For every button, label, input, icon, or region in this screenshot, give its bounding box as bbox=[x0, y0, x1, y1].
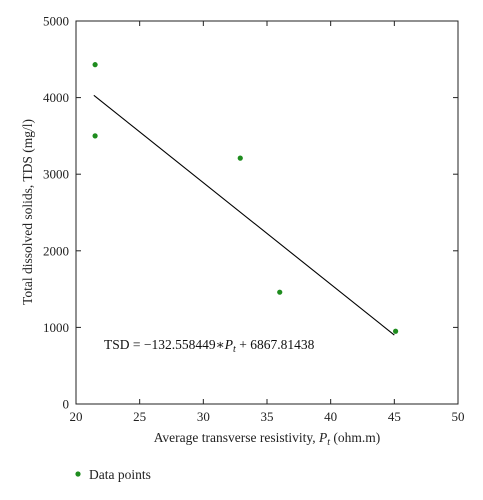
x-tick-label: 50 bbox=[452, 409, 465, 424]
data-point bbox=[237, 155, 243, 161]
y-tick-label: 0 bbox=[63, 397, 70, 412]
equation-subscript: t bbox=[233, 344, 236, 355]
legend-label: Data points bbox=[89, 467, 151, 482]
regression-line-group bbox=[93, 94, 395, 336]
data-point bbox=[92, 133, 98, 139]
y-tick-label: 2000 bbox=[43, 243, 69, 258]
data-point bbox=[92, 62, 98, 68]
fit-equation: TSD = −132.558449∗Pt + 6867.81438 bbox=[104, 337, 315, 355]
x-axis-label-symbol: P bbox=[318, 430, 327, 445]
x-axis-label-text: Average transverse resistivity, bbox=[154, 430, 319, 445]
y-tick-label: 1000 bbox=[43, 320, 69, 335]
y-axis-label: Total dissolved solids, TDS (mg/l) bbox=[20, 119, 35, 305]
x-tick-label: 35 bbox=[261, 409, 274, 424]
x-tick-label: 45 bbox=[388, 409, 401, 424]
x-axis-label: Average transverse resistivity, Pt (ohm.… bbox=[154, 430, 381, 448]
x-tick-label: 25 bbox=[133, 409, 146, 424]
data-point bbox=[393, 328, 399, 334]
y-tick-label: 5000 bbox=[43, 14, 69, 29]
data-points-group bbox=[92, 62, 399, 334]
x-tick-label: 20 bbox=[70, 409, 83, 424]
y-tick-label: 3000 bbox=[43, 167, 69, 182]
equation-prefix: TSD = −132.558449∗ bbox=[104, 337, 225, 352]
equation-symbol: P bbox=[224, 337, 233, 352]
equation-suffix: + 6867.81438 bbox=[236, 337, 315, 352]
legend-marker bbox=[75, 471, 81, 477]
data-point bbox=[277, 289, 283, 295]
regression-line bbox=[93, 94, 395, 336]
x-axis-label-unit: (ohm.m) bbox=[330, 430, 380, 445]
y-tick-label: 4000 bbox=[43, 90, 69, 105]
x-tick-label: 30 bbox=[197, 409, 210, 424]
x-tick-label: 40 bbox=[324, 409, 337, 424]
axis-ticks: 20 25 30 35 40 45 50 0 1000 2000 3000 4000 5000 bbox=[43, 14, 465, 425]
x-axis-label-subscript: t bbox=[327, 437, 330, 448]
